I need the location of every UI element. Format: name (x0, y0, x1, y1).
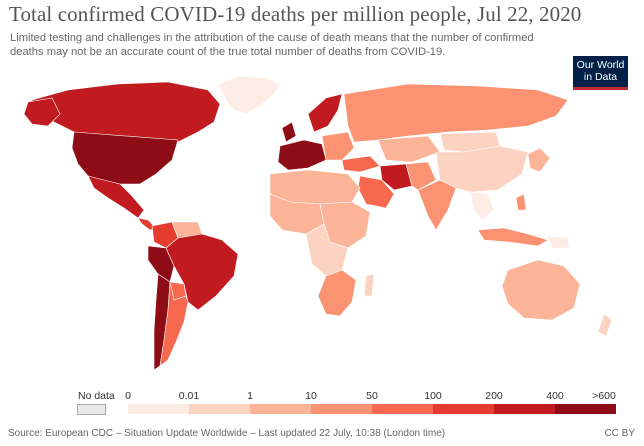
source-note[interactable]: Source: European CDC – Situation Update … (8, 428, 446, 439)
legend-bin-4[interactable] (372, 404, 433, 414)
legend-bin-3[interactable] (311, 404, 372, 414)
region-alaska[interactable] (23, 97, 61, 127)
region-russia[interactable] (343, 83, 569, 143)
legend-tick-2: 1 (247, 390, 253, 402)
region-papua[interactable] (547, 235, 571, 249)
logo-line-1: Our World (576, 59, 625, 71)
region-canada[interactable] (31, 81, 221, 145)
legend-no-data-swatch (77, 404, 106, 415)
region-china[interactable] (435, 145, 529, 193)
region-india[interactable] (417, 179, 457, 231)
region-turkey-caucasus[interactable] (341, 155, 381, 173)
region-southeast-asia[interactable] (469, 191, 495, 221)
chart-title: Total confirmed COVID-19 deaths per mill… (9, 2, 582, 26)
chart-subtitle: Limited testing and challenges in the at… (10, 32, 534, 58)
region-eastern-europe[interactable] (321, 131, 355, 161)
region-central-africa[interactable] (305, 223, 349, 277)
legend-bin-6[interactable] (494, 404, 555, 414)
region-indonesia[interactable] (477, 227, 549, 247)
owid-logo[interactable]: Our World in Data (573, 56, 628, 90)
legend-tick-3: 10 (305, 390, 317, 402)
world-map[interactable] (8, 70, 634, 380)
legend-bin-5[interactable] (433, 404, 494, 414)
region-madagascar[interactable] (363, 273, 375, 297)
legend-bin-1[interactable] (189, 404, 250, 414)
region-kazakhstan[interactable] (377, 135, 441, 163)
logo-line-2: in Data (583, 71, 618, 83)
legend-tick-5: 100 (424, 390, 442, 402)
legend-bin-2[interactable] (250, 404, 311, 414)
region-brazil[interactable] (165, 233, 239, 311)
legend-bin-0[interactable] (128, 404, 189, 414)
region-new-zealand[interactable] (597, 313, 613, 337)
legend-tick-8: >600 (592, 390, 616, 402)
region-philippines[interactable] (515, 193, 527, 211)
legend-tick-0: 0 (125, 390, 131, 402)
region-western-europe[interactable] (277, 139, 327, 171)
legend-bin-7[interactable] (555, 404, 616, 414)
region-scandinavia[interactable] (307, 93, 343, 133)
region-argentina[interactable] (159, 281, 189, 367)
region-australia[interactable] (501, 259, 581, 321)
legend-tick-1: 0.01 (178, 390, 200, 402)
legend-no-data-label: No data (78, 390, 115, 402)
legend-tick-7: 400 (546, 390, 564, 402)
region-afghanistan-pakistan[interactable] (405, 161, 437, 191)
region-iran[interactable] (379, 163, 413, 191)
region-japan-korea[interactable] (527, 147, 551, 173)
region-uk[interactable] (281, 121, 297, 143)
region-southern-africa[interactable] (317, 269, 357, 317)
color-legend: No data 0 0.01 1 10 50 100 200 400 >600 (0, 382, 644, 415)
region-greenland[interactable] (217, 75, 281, 115)
legend-tick-6: 200 (485, 390, 503, 402)
license-link[interactable]: CC BY (604, 428, 635, 439)
region-north-africa[interactable] (269, 169, 361, 205)
legend-tick-4: 50 (366, 390, 378, 402)
